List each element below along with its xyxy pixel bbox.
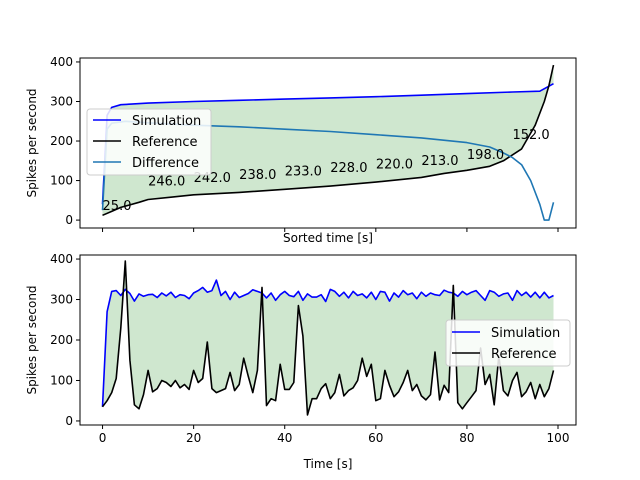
top-legend-box [86,108,212,176]
bottom-fill-layer [102,261,554,415]
top-fill-layer [102,65,554,216]
series-line-simulation [101,82,554,205]
x-tick-label: 20 [186,431,201,445]
y-tick-label: 400 [50,252,73,266]
bottom-legend: Simulation Reference [445,319,571,367]
series-line-reference [101,260,555,416]
bottom-lines-layer [101,260,555,416]
annotation-label: 152.0 [512,128,549,143]
x-tick-label: 80 [459,431,474,445]
annotation-label: 25.0 [103,199,132,214]
y-tick-label: 0 [65,213,73,227]
series-line-simulation [101,279,554,407]
x-tick-label: 60 [368,431,383,445]
annotation-label: 246.0 [148,174,185,189]
annotation-label: 233.0 [285,164,322,179]
annotation-label: 220.0 [376,158,413,173]
bottom-panel: 0 20 40 60 80 100 0 100 200 300 400 Time [s] Spik… [25,252,577,471]
y-tick-label: 300 [50,293,73,307]
top-legend-label-simulation: Simulation [132,114,201,129]
top-x-ticks [102,228,559,232]
series-line-reference [102,64,555,217]
bottom-x-axis-label: Time [s] [303,457,353,471]
bottom-legend-label-simulation: Simulation [491,326,560,341]
top-legend-label-difference: Difference [132,156,199,171]
y-tick-label: 200 [50,333,73,347]
y-tick-label: 300 [50,94,73,108]
y-tick-label: 100 [50,174,73,188]
bottom-y-axis-label: Spikes per second [25,285,39,394]
fill-between-area [102,261,554,415]
top-legend-label-reference: Reference [132,135,197,150]
y-tick-label: 100 [50,373,73,387]
top-legend: Simulation Reference Difference [86,108,212,176]
annotation-label: 238.0 [239,168,276,183]
y-tick-label: 200 [50,134,73,148]
top-y-ticks: 0 100 200 300 400 [50,55,80,227]
annotation-label: 198.0 [467,148,504,163]
bottom-legend-label-reference: Reference [491,347,556,362]
y-tick-label: 400 [50,55,73,69]
x-tick-label: 0 [99,431,107,445]
bottom-y-ticks: 0 100 200 300 400 [50,252,80,428]
annotation-label: 228.0 [330,161,367,176]
annotation-label: 213.0 [421,154,458,169]
y-tick-label: 0 [65,414,73,428]
fill-between-area [102,65,554,216]
top-x-axis-label: Sorted time [s] [283,231,373,245]
top-y-axis-label: Spikes per second [25,88,39,197]
x-tick-label: 40 [277,431,292,445]
x-tick-label: 100 [547,431,570,445]
top-axes-frame [79,57,577,229]
bottom-x-ticks: 0 20 40 60 80 100 [99,425,570,445]
